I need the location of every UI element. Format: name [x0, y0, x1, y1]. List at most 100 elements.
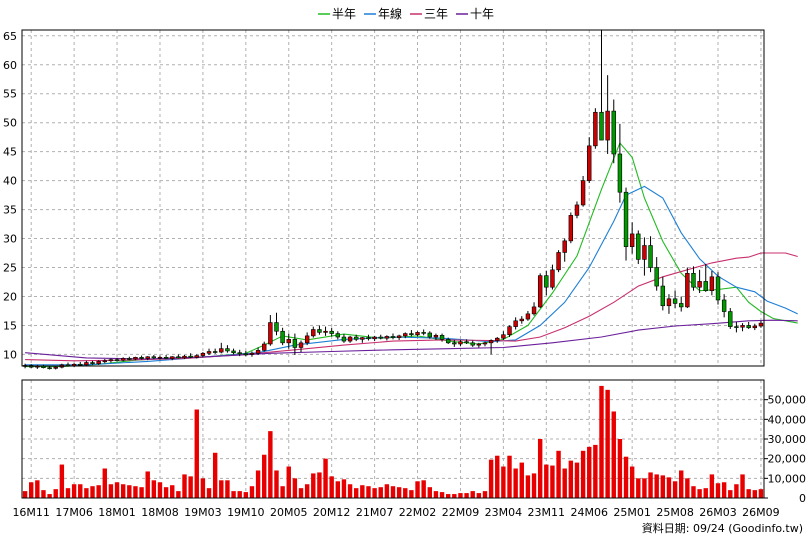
candle-body	[495, 337, 500, 341]
x-tick-label: 19M10	[227, 506, 265, 519]
volume-bar	[176, 491, 181, 498]
volume-bar	[482, 491, 488, 498]
data-date-footer: 資料日期: 09/24 (Goodinfo.tw)	[642, 521, 803, 535]
volume-bar	[691, 486, 696, 498]
candle-body	[654, 267, 659, 287]
volume-bar	[476, 493, 482, 498]
x-tick-label: 26M03	[699, 506, 737, 519]
volume-bar	[170, 485, 175, 498]
volume-bar	[685, 478, 690, 498]
volume-bar	[317, 472, 322, 498]
volume-bar	[163, 487, 169, 498]
candle-body	[108, 359, 114, 362]
legend-label-10year: 十年	[470, 7, 494, 21]
candle-body	[409, 333, 414, 336]
candle-body	[396, 335, 402, 338]
candle-body	[298, 342, 304, 348]
volume-bar	[262, 454, 267, 498]
x-tick-label: 20M05	[270, 506, 308, 519]
volume-bar	[740, 474, 745, 498]
candle-body	[482, 342, 488, 345]
volume-bar	[96, 485, 101, 498]
volume-bar	[255, 470, 261, 498]
candle-body	[151, 356, 157, 359]
volume-bar	[298, 488, 304, 498]
price-panel-frame	[21, 29, 765, 367]
volume-bar	[22, 491, 28, 498]
volume-bar	[102, 468, 107, 498]
candle-body	[317, 329, 322, 333]
x-tick-label: 16M11	[12, 506, 50, 519]
candle-body	[464, 341, 469, 344]
candle-body	[249, 352, 255, 355]
candle-body	[96, 361, 101, 364]
candle-body	[390, 336, 396, 338]
volume-bar	[593, 444, 598, 498]
volume-bar	[268, 431, 273, 498]
candle-body	[176, 356, 181, 359]
candle-body	[280, 330, 285, 344]
price-tick-label: 50	[3, 117, 17, 130]
volume-bar	[519, 462, 524, 498]
volume-bar	[200, 478, 206, 498]
candle-body	[127, 358, 132, 360]
volume-bar	[41, 490, 46, 498]
candle-body	[648, 245, 653, 268]
volume-bar	[47, 494, 52, 498]
candle-body	[623, 191, 629, 247]
volume-bar	[35, 480, 40, 498]
volume-tick-label: 10,000	[768, 472, 807, 485]
x-tick-label: 26M09	[742, 506, 780, 519]
volume-bar	[550, 465, 555, 498]
volume-bar	[580, 450, 586, 498]
candle-body	[372, 336, 377, 340]
x-tick-label: 17M06	[55, 506, 93, 519]
candle-body	[329, 330, 334, 334]
candle-body	[580, 180, 586, 206]
volume-bar	[421, 480, 426, 498]
candle-body	[672, 298, 678, 304]
volume-bar	[752, 490, 758, 498]
volume-bar	[599, 385, 604, 498]
volume-bar	[513, 468, 518, 498]
x-tick-label: 20M12	[313, 506, 351, 519]
volume-bar	[71, 484, 77, 498]
volume-bar	[746, 489, 751, 498]
volume-bar	[341, 479, 347, 498]
volume-bar	[562, 468, 567, 498]
volume-bar	[629, 466, 635, 498]
volume-bar	[249, 486, 255, 498]
volume-bar	[623, 456, 629, 498]
volume-bar	[697, 489, 702, 498]
candle-body	[292, 339, 298, 348]
volume-bar	[378, 487, 383, 498]
volume-bar	[212, 452, 218, 498]
candle-body	[90, 362, 95, 364]
candle-body	[212, 351, 218, 353]
candle-body	[53, 366, 58, 369]
price-tick-label: 10	[3, 348, 17, 361]
volume-bar	[231, 491, 236, 498]
volume-bar	[59, 464, 65, 498]
volume-bar	[323, 458, 328, 498]
price-tick-label: 40	[3, 175, 17, 188]
price-tick-label: 55	[3, 88, 17, 101]
candle-body	[476, 343, 482, 346]
volume-bar	[84, 488, 89, 498]
volume-bar	[145, 471, 150, 498]
candle-body	[746, 325, 751, 329]
candle-body	[421, 332, 426, 334]
candle-body	[335, 333, 341, 338]
volume-bar	[243, 492, 249, 498]
x-tick-label: 23M04	[485, 506, 523, 519]
volume-bar	[617, 439, 623, 498]
price-tick-label: 20	[3, 290, 17, 303]
candle-body	[660, 285, 666, 307]
candle-body	[194, 355, 199, 358]
x-tick-label: 23M11	[528, 506, 566, 519]
candle-body	[225, 348, 230, 352]
candle-body	[427, 332, 432, 338]
candle-body	[170, 356, 175, 359]
volume-bar	[464, 493, 469, 498]
candle-body	[114, 359, 120, 361]
